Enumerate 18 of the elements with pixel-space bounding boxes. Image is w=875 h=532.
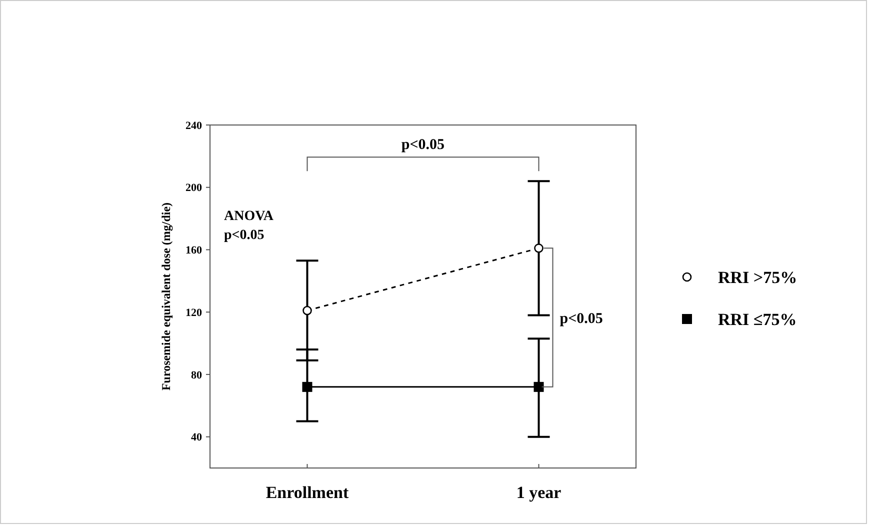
- legend-label: RRI >75%: [718, 268, 798, 287]
- annotation: p<0.05: [560, 310, 603, 327]
- y-tick-label: 40: [191, 432, 202, 444]
- x-tick-label: Enrollment: [266, 483, 349, 502]
- y-tick-label: 240: [186, 120, 202, 132]
- point: [534, 382, 544, 392]
- y-tick-label: 160: [186, 244, 202, 257]
- x-tick-label: 1 year: [516, 483, 562, 502]
- annotation: p<0.05: [401, 137, 445, 154]
- y-axis-title: Furosemide equivalent dose (mg/die): [159, 202, 173, 391]
- legend-label: RRI ≤75%: [718, 310, 797, 329]
- y-tick-label: 200: [186, 182, 202, 194]
- point: [302, 382, 312, 392]
- point: [302, 306, 312, 316]
- y-tick-label: 120: [186, 306, 202, 319]
- point: [534, 244, 544, 253]
- annotation: ANOVA p<0.05: [224, 209, 274, 243]
- y-tick-label: 80: [191, 369, 202, 382]
